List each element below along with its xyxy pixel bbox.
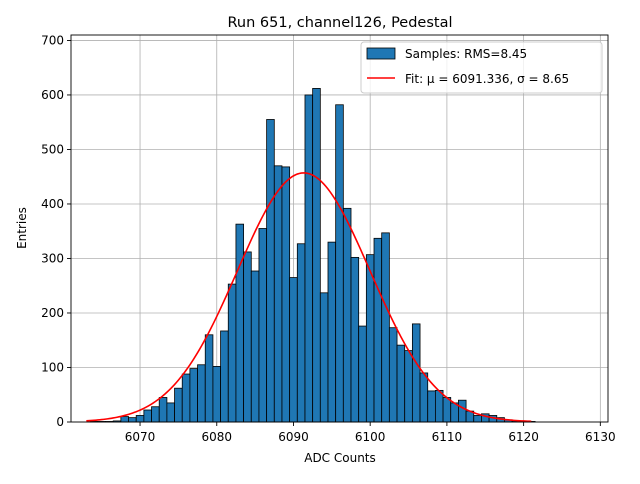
x-tick-label: 6070 <box>125 430 156 444</box>
x-tick-label: 6100 <box>355 430 386 444</box>
y-tick-label: 600 <box>41 88 64 102</box>
histogram-bar <box>189 368 198 423</box>
histogram-bar <box>151 406 160 423</box>
histogram-bar <box>388 327 398 423</box>
histogram-bar <box>243 251 252 423</box>
chart-title: Run 651, channel126, Pedestal <box>227 15 452 31</box>
y-tick-label: 200 <box>41 306 64 320</box>
histogram-bar <box>296 243 306 423</box>
legend: Samples: RMS=8.45 Fit: μ = 6091.336, σ =… <box>360 41 603 94</box>
y-tick-label: 700 <box>41 33 64 47</box>
histogram-bar <box>419 372 429 423</box>
y-tick-label: 500 <box>41 142 64 156</box>
histogram-bar <box>258 228 268 423</box>
histogram-bar <box>281 166 291 423</box>
y-tick-label: 400 <box>41 197 64 211</box>
histogram-bar <box>266 119 275 423</box>
histogram-bar <box>396 344 406 423</box>
histogram-bar <box>358 325 367 423</box>
y-tick-label: 100 <box>41 360 64 374</box>
histogram-bar <box>327 241 337 423</box>
histogram-bar <box>373 237 383 423</box>
plot-frame <box>70 34 609 423</box>
histogram-bar <box>220 330 229 423</box>
histogram-bar <box>427 390 436 423</box>
histogram-bar <box>473 415 482 423</box>
histogram-bar <box>120 416 129 423</box>
histogram-bar <box>458 399 467 423</box>
histogram-bar <box>304 94 314 423</box>
histogram-bar <box>204 334 214 423</box>
legend-label-samples: Samples: RMS=8.45 <box>405 47 527 61</box>
x-tick-label: 6110 <box>432 430 463 444</box>
x-axis-ticks: 6070 6080 6090 6100 6110 6120 6130 <box>125 422 616 444</box>
histogram-bar <box>143 409 152 423</box>
histogram-bar <box>212 366 221 423</box>
y-tick-label: 300 <box>41 251 64 265</box>
histogram-bar <box>365 254 375 423</box>
y-axis-ticks: 0 100 200 300 400 500 600 700 <box>41 33 71 429</box>
histogram-bar <box>235 223 245 423</box>
x-axis-label: ADC Counts <box>304 451 376 465</box>
histogram-bar <box>411 323 421 423</box>
histogram-bar <box>342 207 352 423</box>
histogram-bar <box>158 397 168 423</box>
histogram-bar <box>404 350 413 423</box>
x-tick-label: 6080 <box>201 430 232 444</box>
histogram-bar <box>250 270 260 423</box>
histogram-bar <box>181 373 191 423</box>
legend-swatch-samples <box>366 47 396 60</box>
histogram-bar <box>312 88 321 423</box>
histogram-bar <box>197 364 206 423</box>
histogram-bar <box>135 415 145 423</box>
x-tick-label: 6120 <box>508 430 539 444</box>
histogram-bar <box>227 283 237 423</box>
y-tick-label: 0 <box>56 415 64 429</box>
histogram-bar <box>442 397 452 423</box>
histogram-bar <box>434 389 444 423</box>
histogram-bar <box>166 402 175 423</box>
histogram-bar <box>335 104 344 423</box>
x-tick-label: 6090 <box>278 430 309 444</box>
histogram-bar <box>273 165 283 423</box>
histogram-bar <box>128 417 137 423</box>
y-axis-label: Entries <box>15 207 29 249</box>
histogram-bar <box>350 256 360 423</box>
x-tick-label: 6130 <box>585 430 616 444</box>
histogram-bar <box>174 387 183 423</box>
histogram-bar <box>381 232 390 423</box>
legend-box <box>360 41 603 94</box>
histogram-bar <box>289 277 298 423</box>
gaussian-fit-curve <box>86 172 532 423</box>
histogram-bar <box>319 292 329 423</box>
legend-label-fit: Fit: μ = 6091.336, σ = 8.65 <box>405 72 569 86</box>
